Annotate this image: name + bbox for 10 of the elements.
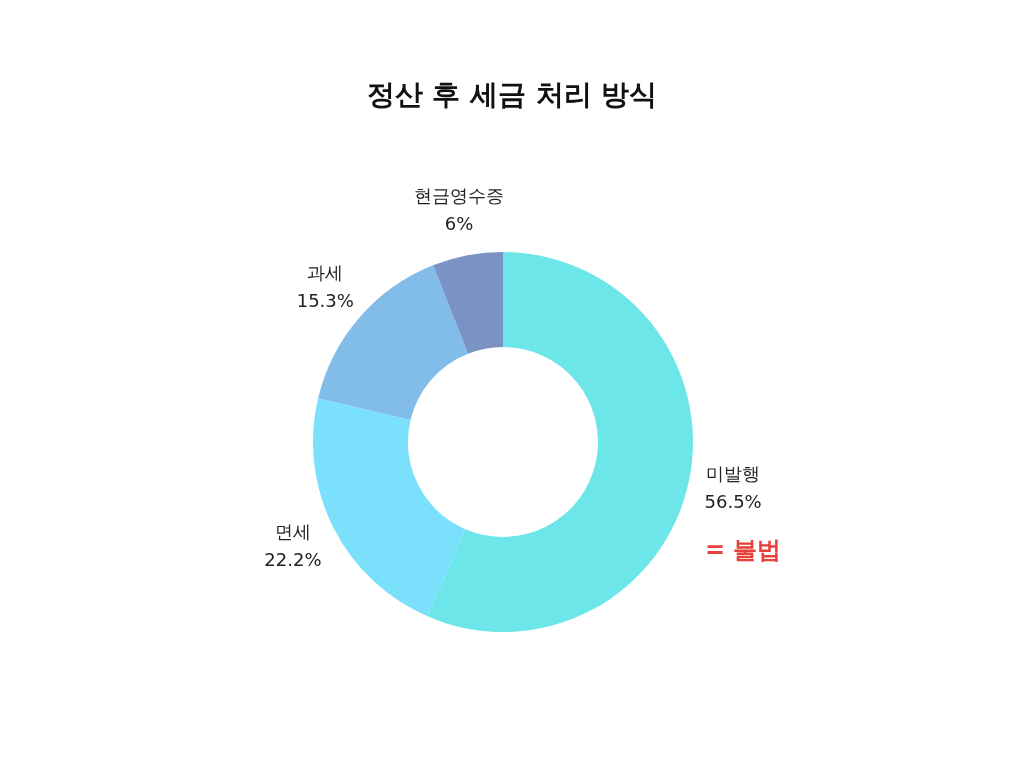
- chart-title: 정산 후 세금 처리 방식: [366, 78, 658, 112]
- slice-label: 면세: [274, 521, 311, 543]
- text: = 불법: [704, 535, 782, 564]
- data-label: 15.3%: [296, 289, 354, 311]
- data-label: 56.5%: [704, 491, 762, 513]
- slice-label: 미발행: [706, 463, 761, 485]
- slice-label: 과세: [307, 261, 344, 283]
- data-label: 6%: [444, 212, 474, 234]
- data-label: 22.2%: [264, 549, 322, 571]
- slice-label: 현금영수증: [413, 184, 504, 206]
